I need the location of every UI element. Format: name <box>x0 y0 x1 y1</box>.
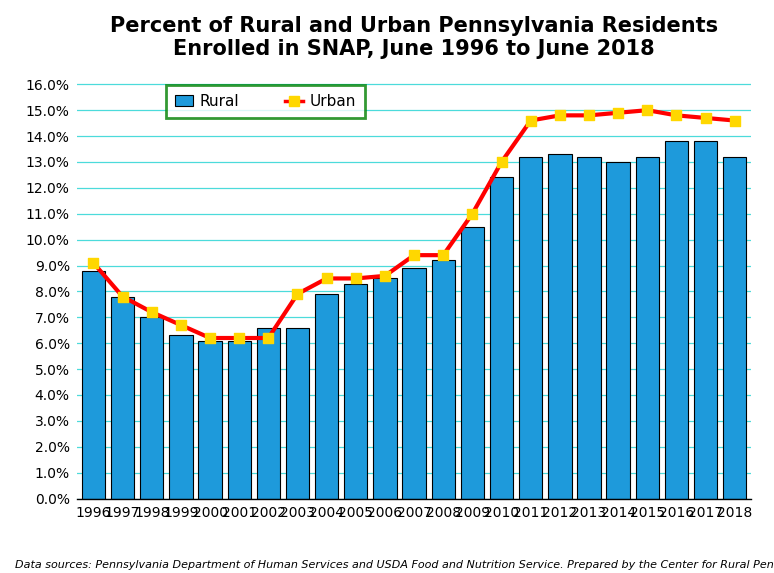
Point <box>204 333 216 343</box>
Bar <box>461 227 484 499</box>
Point <box>670 111 683 120</box>
Point <box>175 320 187 329</box>
Bar <box>665 142 688 499</box>
Bar <box>286 328 309 499</box>
Bar <box>198 340 221 499</box>
Bar <box>607 162 630 499</box>
Point <box>641 105 653 115</box>
Point <box>262 333 275 343</box>
Point <box>612 108 625 117</box>
Point <box>146 308 158 317</box>
Point <box>233 333 245 343</box>
Point <box>350 274 362 283</box>
Bar <box>111 297 134 499</box>
Point <box>728 116 741 125</box>
Title: Percent of Rural and Urban Pennsylvania Residents
Enrolled in SNAP, June 1996 to: Percent of Rural and Urban Pennsylvania … <box>110 15 718 59</box>
Bar <box>694 142 717 499</box>
Point <box>87 258 100 268</box>
Bar <box>402 268 426 499</box>
Bar <box>140 317 163 499</box>
Bar <box>548 154 571 499</box>
Bar <box>490 178 513 499</box>
Bar <box>228 340 251 499</box>
Bar <box>257 328 280 499</box>
Text: Data sources: Pennsylvania Department of Human Services and USDA Food and Nutrit: Data sources: Pennsylvania Department of… <box>15 560 774 570</box>
Point <box>437 250 450 260</box>
Point <box>408 250 420 260</box>
Point <box>466 209 478 218</box>
Bar <box>373 278 396 499</box>
Point <box>553 111 566 120</box>
Point <box>378 271 391 280</box>
Bar <box>723 157 746 499</box>
Bar <box>344 284 368 499</box>
Point <box>495 158 508 167</box>
Bar <box>577 157 601 499</box>
Bar <box>432 260 455 499</box>
Bar <box>519 157 543 499</box>
Point <box>583 111 595 120</box>
Point <box>291 289 303 299</box>
Legend: Rural, Urban: Rural, Urban <box>166 85 365 119</box>
Bar <box>82 270 105 499</box>
Point <box>700 113 712 123</box>
Point <box>525 116 537 125</box>
Bar <box>170 335 193 499</box>
Bar <box>635 157 659 499</box>
Bar <box>315 294 338 499</box>
Point <box>116 292 128 301</box>
Point <box>320 274 333 283</box>
